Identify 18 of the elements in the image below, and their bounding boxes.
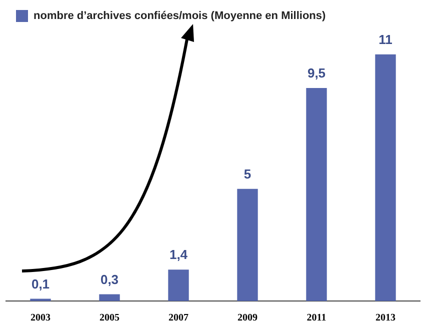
data-label: 0,3 xyxy=(100,272,119,287)
bar xyxy=(306,88,327,301)
data-label: 0,1 xyxy=(31,276,50,292)
x-tick-label: 2007 xyxy=(168,312,188,324)
data-label: 1,4 xyxy=(169,247,188,262)
data-label: 9,5 xyxy=(307,66,326,81)
data-label: 11 xyxy=(378,32,392,47)
bar xyxy=(237,188,258,301)
legend-label: nombre d’archives confiées/mois (Moyenne en Millions) xyxy=(34,10,326,22)
x-tick-label: 2011 xyxy=(306,312,326,324)
bar xyxy=(168,270,189,301)
x-tick-label: 2005 xyxy=(100,312,120,324)
bar xyxy=(99,294,120,301)
bar xyxy=(375,54,396,301)
x-tick-label: 2003 xyxy=(30,312,50,324)
x-tick-label: 2009 xyxy=(238,312,258,324)
data-label: 5 xyxy=(244,166,252,182)
x-tick-label: 2013 xyxy=(376,312,396,324)
